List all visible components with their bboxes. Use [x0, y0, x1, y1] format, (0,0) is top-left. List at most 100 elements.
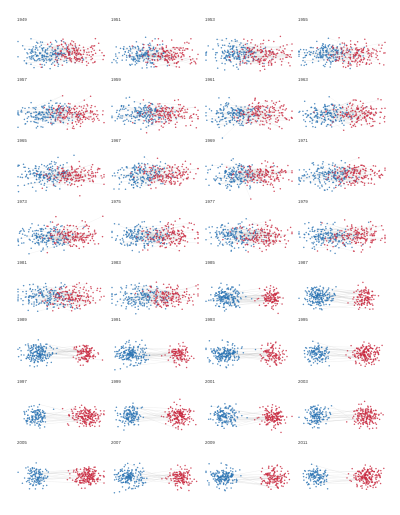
graph-node — [351, 60, 353, 63]
graph-node — [71, 53, 73, 55]
graph-node — [360, 164, 362, 167]
graph-node — [362, 168, 364, 170]
graph-edge — [337, 109, 351, 117]
graph-node — [51, 53, 54, 56]
graph-edge — [49, 173, 90, 176]
graph-node — [71, 168, 73, 170]
graph-node — [173, 51, 175, 54]
graph-node — [317, 177, 319, 180]
graph-node — [132, 184, 135, 186]
graph-node — [56, 117, 59, 119]
graph-node — [231, 116, 234, 119]
graph-node — [265, 168, 268, 171]
graph-node — [356, 118, 358, 120]
graph-node — [322, 45, 325, 48]
graph-node — [94, 52, 97, 55]
graph-node — [123, 53, 126, 55]
graph-node — [330, 124, 332, 126]
graph-node — [64, 179, 66, 181]
graph-node — [92, 172, 94, 174]
graph-node — [53, 178, 55, 181]
graph-node — [328, 112, 331, 115]
panel-year-label: 1949 — [17, 17, 27, 22]
graph-node — [148, 101, 150, 104]
graph-node — [270, 53, 273, 55]
graph-edge — [24, 172, 81, 186]
graph-node — [153, 181, 156, 183]
graph-node — [284, 109, 286, 111]
graph-node — [260, 49, 262, 51]
graph-node — [40, 170, 42, 173]
graph-node — [130, 115, 132, 118]
graph-node — [226, 106, 229, 108]
graph-node — [230, 185, 232, 187]
graph-node — [380, 98, 382, 101]
graph-node — [263, 179, 265, 181]
graph-node — [51, 110, 54, 112]
graph-node — [272, 56, 275, 58]
graph-node — [333, 110, 335, 112]
graph-node — [315, 108, 317, 110]
graph-node — [35, 41, 38, 43]
graph-node — [103, 176, 105, 178]
graph-node — [343, 182, 345, 185]
graph-node — [354, 55, 356, 58]
graph-node — [183, 173, 185, 176]
graph-node — [235, 57, 238, 59]
graph-node — [27, 177, 29, 179]
graph-node — [131, 121, 134, 124]
graph-node — [48, 102, 50, 105]
graph-node — [50, 63, 53, 66]
graph-edge — [333, 111, 354, 126]
graph-node — [159, 165, 161, 167]
graph-node — [66, 46, 69, 48]
graph-node — [168, 122, 170, 125]
graph-node — [253, 56, 256, 58]
graph-node — [252, 53, 254, 55]
graph-node — [121, 117, 123, 119]
graph-node — [41, 54, 43, 57]
graph-node — [93, 119, 96, 121]
graph-node — [340, 168, 342, 170]
graph-node — [66, 61, 68, 64]
graph-node — [238, 176, 240, 179]
graph-node — [47, 116, 50, 118]
graph-edge — [133, 46, 180, 68]
graph-node — [186, 108, 189, 111]
graph-node — [62, 175, 64, 177]
graph-edge — [59, 108, 94, 122]
graph-node — [247, 181, 249, 184]
node-layer — [205, 157, 293, 200]
graph-node — [347, 65, 349, 67]
graph-node — [334, 56, 337, 58]
graph-node — [346, 113, 349, 115]
graph-node — [89, 174, 92, 177]
graph-node — [351, 115, 353, 117]
graph-node — [223, 176, 226, 178]
graph-node — [333, 174, 335, 176]
graph-node — [39, 41, 42, 43]
graph-node — [169, 59, 171, 61]
graph-node — [268, 111, 271, 114]
graph-node — [72, 107, 75, 110]
graph-node — [163, 55, 166, 57]
graph-node — [31, 55, 33, 58]
graph-node — [94, 37, 97, 40]
graph-node — [78, 160, 80, 163]
graph-node — [62, 38, 64, 40]
graph-node — [60, 114, 62, 117]
graph-node — [149, 118, 152, 121]
panel-year-label: 1963 — [298, 77, 308, 82]
graph-edge — [341, 113, 364, 121]
graph-node — [356, 177, 358, 180]
graph-node — [228, 171, 230, 174]
graph-node — [147, 53, 149, 55]
graph-node — [337, 176, 340, 179]
graph-node — [97, 42, 100, 44]
graph-node — [374, 120, 376, 123]
graph-node — [146, 111, 148, 114]
graph-node — [131, 173, 133, 175]
graph-node — [205, 54, 207, 56]
graph-node — [319, 49, 322, 52]
graph-node — [270, 111, 272, 113]
